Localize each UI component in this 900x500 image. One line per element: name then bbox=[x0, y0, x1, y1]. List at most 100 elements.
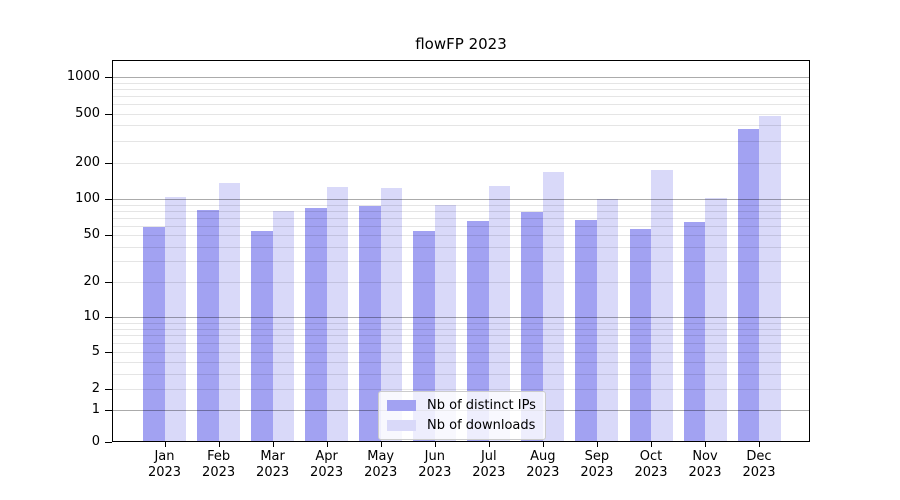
x-tick-year: 2023 bbox=[742, 465, 776, 480]
x-tick-month: May bbox=[367, 449, 395, 464]
gridline-major bbox=[112, 317, 810, 318]
x-tick-mark bbox=[542, 442, 544, 447]
bar-feb-distinct-ips bbox=[197, 210, 219, 442]
x-tick-mark bbox=[434, 442, 436, 447]
y-tick-mark bbox=[105, 282, 112, 284]
x-tick-year: 2023 bbox=[418, 465, 452, 480]
bar-dec-distinct-ips bbox=[737, 128, 759, 442]
x-tick-label: Dec 2023 bbox=[727, 449, 791, 481]
y-tick-mark bbox=[105, 389, 112, 391]
x-tick-year: 2023 bbox=[147, 465, 182, 480]
x-tick-mark bbox=[488, 442, 490, 447]
gridline-minor bbox=[112, 328, 810, 330]
x-tick-mark bbox=[326, 442, 328, 447]
y-tick-label: 1 bbox=[91, 402, 100, 418]
bar-apr-distinct-ips bbox=[305, 208, 327, 442]
gridline-minor bbox=[112, 343, 810, 345]
legend-item-downloads: Nb of downloads bbox=[387, 418, 536, 433]
gridline-minor bbox=[112, 235, 810, 236]
legend-swatch bbox=[387, 400, 416, 411]
x-tick-month: Nov bbox=[692, 449, 718, 464]
bar-jun-distinct-ips bbox=[413, 231, 435, 442]
plot-area: Nb of distinct IPs Nb of downloads bbox=[112, 60, 810, 442]
bar-nov-distinct-ips bbox=[683, 221, 705, 442]
x-tick-label: Aug 2023 bbox=[511, 449, 575, 481]
bar-nov-downloads bbox=[705, 197, 727, 442]
bar-mar-downloads bbox=[272, 210, 295, 442]
bar-jun-downloads bbox=[434, 205, 457, 442]
gridline-minor bbox=[112, 282, 810, 283]
y-tick-label: 1000 bbox=[66, 69, 100, 85]
gridline-minor bbox=[112, 373, 810, 375]
y-tick-mark bbox=[105, 235, 112, 237]
x-tick-label: Apr 2023 bbox=[295, 449, 359, 481]
gridline-minor bbox=[112, 389, 810, 390]
gridline-minor bbox=[112, 335, 810, 337]
x-tick-label: Sep 2023 bbox=[565, 449, 629, 481]
legend: Nb of distinct IPs Nb of downloads bbox=[378, 391, 546, 440]
gridline-minor bbox=[112, 246, 810, 248]
legend-item-distinct-ips: Nb of distinct IPs bbox=[387, 398, 536, 413]
x-tick-mark bbox=[651, 442, 653, 447]
x-tick-year: 2023 bbox=[688, 465, 722, 480]
y-tick-label: 500 bbox=[75, 105, 100, 121]
x-tick-month: Jan bbox=[154, 449, 175, 464]
x-tick-label: Feb 2023 bbox=[187, 449, 251, 481]
x-tick-month: Apr bbox=[315, 449, 338, 464]
bar-aug-distinct-ips bbox=[521, 211, 543, 442]
x-tick-label: Oct 2023 bbox=[619, 449, 683, 481]
y-tick-label: 20 bbox=[83, 274, 100, 290]
y-tick-mark bbox=[105, 441, 112, 443]
gridline-minor bbox=[112, 140, 810, 142]
gridline-major bbox=[112, 77, 810, 78]
x-tick-year: 2023 bbox=[472, 465, 506, 480]
x-tick-label: Jul 2023 bbox=[457, 449, 521, 481]
x-tick-label: Nov 2023 bbox=[673, 449, 737, 481]
x-tick-year: 2023 bbox=[526, 465, 560, 480]
bar-oct-downloads bbox=[651, 169, 673, 442]
legend-swatch bbox=[387, 420, 416, 431]
x-tick-year: 2023 bbox=[364, 465, 398, 480]
gridline-minor bbox=[112, 113, 810, 115]
x-tick-mark bbox=[705, 442, 707, 447]
bar-mar-distinct-ips bbox=[251, 231, 273, 442]
bar-jul-distinct-ips bbox=[467, 220, 489, 442]
y-tick-label: 200 bbox=[75, 154, 100, 170]
y-tick-label: 5 bbox=[91, 344, 100, 360]
bar-dec-downloads bbox=[759, 116, 781, 442]
y-tick-label: 2 bbox=[91, 381, 100, 397]
y-tick-label: 50 bbox=[83, 227, 100, 243]
x-tick-month: Oct bbox=[639, 449, 663, 464]
gridline-minor bbox=[112, 210, 810, 212]
gridline-minor bbox=[112, 95, 810, 97]
bar-sep-distinct-ips bbox=[575, 220, 597, 442]
x-tick-year: 2023 bbox=[634, 465, 668, 480]
y-tick-mark bbox=[105, 199, 112, 201]
bar-oct-distinct-ips bbox=[629, 228, 651, 442]
gridline-minor bbox=[112, 352, 810, 353]
y-tick-mark bbox=[105, 162, 112, 164]
x-tick-month: Jul bbox=[480, 449, 497, 464]
x-tick-year: 2023 bbox=[310, 465, 344, 480]
y-tick-label: 0 bbox=[91, 433, 100, 449]
x-tick-year: 2023 bbox=[256, 465, 290, 480]
gridline-minor bbox=[112, 88, 810, 90]
y-tick-mark bbox=[105, 317, 112, 319]
gridline-minor bbox=[112, 217, 810, 219]
x-tick-label: Jun 2023 bbox=[403, 449, 467, 481]
y-tick-mark bbox=[105, 77, 112, 79]
x-tick-label: Mar 2023 bbox=[241, 449, 305, 481]
y-tick-mark bbox=[105, 113, 112, 115]
y-tick-label: 100 bbox=[75, 191, 100, 207]
x-tick-month: Feb bbox=[207, 449, 231, 464]
x-tick-mark bbox=[218, 442, 220, 447]
gridline-minor bbox=[112, 361, 810, 363]
bar-jan-downloads bbox=[164, 197, 186, 442]
bar-sep-downloads bbox=[596, 198, 619, 442]
chart-title: flowFP 2023 bbox=[415, 35, 507, 53]
gridline-minor bbox=[112, 103, 810, 105]
bar-apr-downloads bbox=[326, 187, 349, 442]
legend-label: Nb of downloads bbox=[427, 418, 536, 433]
y-tick-label: 10 bbox=[83, 309, 100, 325]
